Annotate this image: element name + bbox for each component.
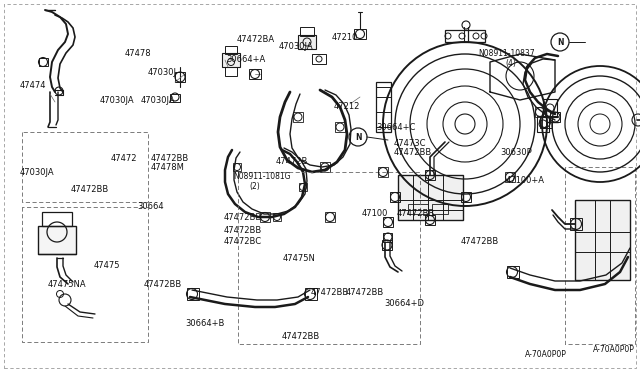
Text: 47472: 47472	[111, 154, 137, 163]
Bar	[354, 29, 366, 39]
Text: 30664: 30664	[138, 202, 164, 211]
Bar	[535, 107, 545, 117]
Text: 47475N: 47475N	[283, 254, 316, 263]
Text: 47472BB: 47472BB	[346, 288, 384, 296]
Bar	[445, 30, 485, 42]
Text: 47212: 47212	[334, 102, 360, 110]
Text: 47478M: 47478M	[150, 163, 184, 172]
Bar	[273, 213, 281, 221]
Bar	[425, 215, 435, 225]
Text: 47472BB: 47472BB	[144, 280, 182, 289]
Bar	[260, 212, 270, 222]
Text: 30664+C: 30664+C	[376, 123, 416, 132]
Text: 30630P: 30630P	[500, 148, 532, 157]
Text: 47472BB: 47472BB	[397, 209, 435, 218]
Bar	[300, 27, 314, 36]
Bar	[390, 192, 400, 202]
Text: 30664+B: 30664+B	[186, 319, 225, 328]
Text: 47030JA: 47030JA	[99, 96, 134, 105]
Text: 47100: 47100	[362, 209, 388, 218]
Bar	[222, 53, 240, 67]
Text: A-70A0P0P: A-70A0P0P	[525, 350, 566, 359]
Bar	[225, 46, 237, 54]
Text: 47472BB: 47472BB	[70, 185, 109, 194]
Text: 47210: 47210	[332, 33, 358, 42]
Text: 47472BB: 47472BB	[150, 154, 189, 163]
Text: N08911-10837: N08911-10837	[479, 49, 535, 58]
Bar	[432, 204, 448, 214]
Bar	[233, 163, 241, 171]
Bar	[537, 116, 549, 132]
Bar	[305, 288, 317, 300]
Bar	[175, 72, 185, 82]
Bar	[425, 170, 435, 180]
Text: 47478: 47478	[125, 49, 152, 58]
Text: 47472BA: 47472BA	[237, 35, 275, 44]
Bar	[378, 167, 388, 177]
Bar	[408, 204, 428, 214]
Text: 30664+D: 30664+D	[384, 299, 424, 308]
Text: 47472BC: 47472BC	[224, 237, 262, 246]
Bar	[376, 82, 391, 132]
Bar	[293, 112, 303, 122]
Bar	[39, 58, 48, 66]
Bar	[505, 172, 515, 182]
Bar	[398, 175, 463, 220]
Bar	[383, 233, 392, 242]
Text: 47472BB: 47472BB	[224, 226, 262, 235]
Text: 47030JA: 47030JA	[141, 96, 175, 105]
Text: A-70A0P0P: A-70A0P0P	[593, 345, 635, 354]
Bar	[312, 54, 326, 64]
Text: N: N	[355, 132, 361, 141]
Text: 47472BB: 47472BB	[461, 237, 499, 246]
Text: 47030JA: 47030JA	[19, 169, 54, 177]
Bar	[299, 183, 307, 191]
Bar	[461, 192, 471, 202]
Text: 47473C: 47473C	[394, 139, 426, 148]
Text: 47475: 47475	[94, 262, 120, 270]
Bar	[249, 69, 261, 79]
Bar	[42, 212, 72, 226]
Text: 47030J: 47030J	[147, 68, 176, 77]
Bar	[382, 240, 392, 250]
Bar	[298, 35, 316, 49]
Bar	[570, 218, 582, 230]
Text: 47474: 47474	[19, 81, 45, 90]
Bar	[383, 217, 393, 227]
Bar	[550, 112, 560, 122]
Bar	[38, 226, 76, 254]
Bar	[320, 162, 330, 172]
Bar	[325, 212, 335, 222]
Bar	[170, 94, 180, 102]
Text: 30664+A: 30664+A	[226, 55, 265, 64]
Text: 47472BB: 47472BB	[394, 148, 432, 157]
Text: 47472BB: 47472BB	[310, 288, 349, 296]
Text: 47472BB: 47472BB	[282, 332, 320, 341]
Text: (4): (4)	[506, 59, 516, 68]
Bar	[225, 67, 237, 76]
Text: 47472B: 47472B	[275, 157, 308, 166]
Text: 47100+A: 47100+A	[506, 176, 545, 185]
Text: (2): (2)	[250, 182, 260, 190]
Bar	[575, 200, 630, 280]
Text: 47030JA: 47030JA	[279, 42, 314, 51]
Text: N: N	[557, 38, 563, 46]
Text: N08911-1081G: N08911-1081G	[233, 172, 291, 181]
Bar	[335, 122, 345, 132]
Bar	[187, 288, 199, 300]
Bar	[540, 116, 552, 128]
Text: 47472BB: 47472BB	[224, 213, 262, 222]
Bar	[507, 266, 519, 278]
Text: 47475NA: 47475NA	[48, 280, 86, 289]
Bar	[543, 99, 557, 117]
